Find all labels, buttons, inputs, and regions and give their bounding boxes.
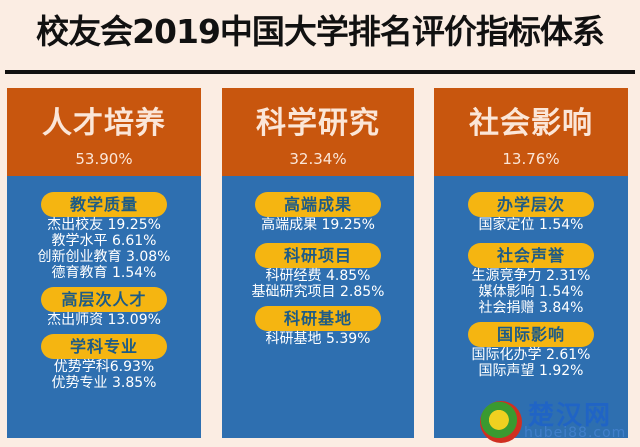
panel-social-influence: 社会影响 13.76% 办学层次 国家定位 1.54% 社会声誉 生源竞争力 2… xyxy=(434,88,628,438)
panel-title: 人才培养 xyxy=(42,106,166,141)
indicator-group: 社会声誉 生源竞争力 2.31% 媒体影响 1.54% 社会捐赠 3.84% xyxy=(434,243,628,316)
group-label-pill: 高端成果 xyxy=(255,192,381,217)
panel-title: 科学研究 xyxy=(256,106,380,141)
panel-header: 人才培养 53.90% xyxy=(7,88,201,176)
group-label-pill: 学科专业 xyxy=(41,334,167,359)
indicator-group: 办学层次 国家定位 1.54% xyxy=(434,192,628,233)
indicator-item: 优势学科6.93% xyxy=(53,359,155,375)
indicator-group: 科研项目 科研经费 4.85% 基础研究项目 2.85% xyxy=(222,243,414,300)
indicator-item: 创新创业教育 3.08% xyxy=(37,249,171,265)
panel-talent-cultivation: 人才培养 53.90% 教学质量 杰出校友 19.25% 教学水平 6.61% … xyxy=(7,88,201,438)
watermark: 楚汉网 hubei88.com xyxy=(480,395,640,447)
indicator-group: 国际影响 国际化办学 2.61% 国际声望 1.92% xyxy=(434,322,628,379)
indicator-item: 媒体影响 1.54% xyxy=(478,284,584,300)
panel-header: 科学研究 32.34% xyxy=(222,88,414,176)
indicator-item: 教学水平 6.61% xyxy=(51,233,157,249)
globe-logo-icon xyxy=(480,401,522,443)
panel-body: 教学质量 杰出校友 19.25% 教学水平 6.61% 创新创业教育 3.08%… xyxy=(7,176,201,438)
indicator-item: 科研基地 5.39% xyxy=(265,331,371,347)
panel-percent: 53.90% xyxy=(75,150,133,168)
indicator-group: 学科专业 优势学科6.93% 优势专业 3.85% xyxy=(7,334,201,391)
indicator-item: 国际化办学 2.61% xyxy=(471,347,591,363)
page-title: 校友会2019中国大学排名评价指标体系 xyxy=(36,12,605,51)
panel-body: 办学层次 国家定位 1.54% 社会声誉 生源竞争力 2.31% 媒体影响 1.… xyxy=(434,176,628,438)
indicator-item: 国家定位 1.54% xyxy=(478,217,584,233)
indicator-item: 生源竞争力 2.31% xyxy=(471,268,591,284)
panel-percent: 32.34% xyxy=(289,150,347,168)
group-label-pill: 科研基地 xyxy=(255,306,381,331)
indicator-item: 杰出师资 13.09% xyxy=(47,312,161,328)
indicator-item: 高端成果 19.25% xyxy=(261,217,375,233)
indicator-group: 科研基地 科研基地 5.39% xyxy=(222,306,414,347)
panel-percent: 13.76% xyxy=(502,150,560,168)
indicator-item: 社会捐赠 3.84% xyxy=(478,300,584,316)
indicator-item: 杰出校友 19.25% xyxy=(47,217,161,233)
watermark-url: hubei88.com xyxy=(524,425,627,441)
group-label-pill: 教学质量 xyxy=(41,192,167,217)
indicator-item: 优势专业 3.85% xyxy=(51,375,157,391)
panel-title: 社会影响 xyxy=(469,106,593,141)
watermark-text: 楚汉网 xyxy=(528,401,613,431)
panel-scientific-research: 科学研究 32.34% 高端成果 高端成果 19.25% 科研项目 科研经费 4… xyxy=(222,88,414,438)
group-label-pill: 科研项目 xyxy=(255,243,381,268)
panel-header: 社会影响 13.76% xyxy=(434,88,628,176)
indicator-item: 基础研究项目 2.85% xyxy=(251,284,385,300)
indicator-group: 高端成果 高端成果 19.25% xyxy=(222,192,414,233)
indicator-group: 高层次人才 杰出师资 13.09% xyxy=(7,287,201,328)
indicator-item: 国际声望 1.92% xyxy=(478,363,584,379)
group-label-pill: 高层次人才 xyxy=(41,287,167,312)
indicator-item: 科研经费 4.85% xyxy=(265,268,371,284)
group-label-pill: 办学层次 xyxy=(468,192,594,217)
panel-body: 高端成果 高端成果 19.25% 科研项目 科研经费 4.85% 基础研究项目 … xyxy=(222,176,414,438)
group-label-pill: 社会声誉 xyxy=(468,243,594,268)
title-divider xyxy=(5,70,635,74)
group-label-pill: 国际影响 xyxy=(468,322,594,347)
indicator-item: 德育教育 1.54% xyxy=(51,265,157,281)
indicator-group: 教学质量 杰出校友 19.25% 教学水平 6.61% 创新创业教育 3.08%… xyxy=(7,192,201,281)
